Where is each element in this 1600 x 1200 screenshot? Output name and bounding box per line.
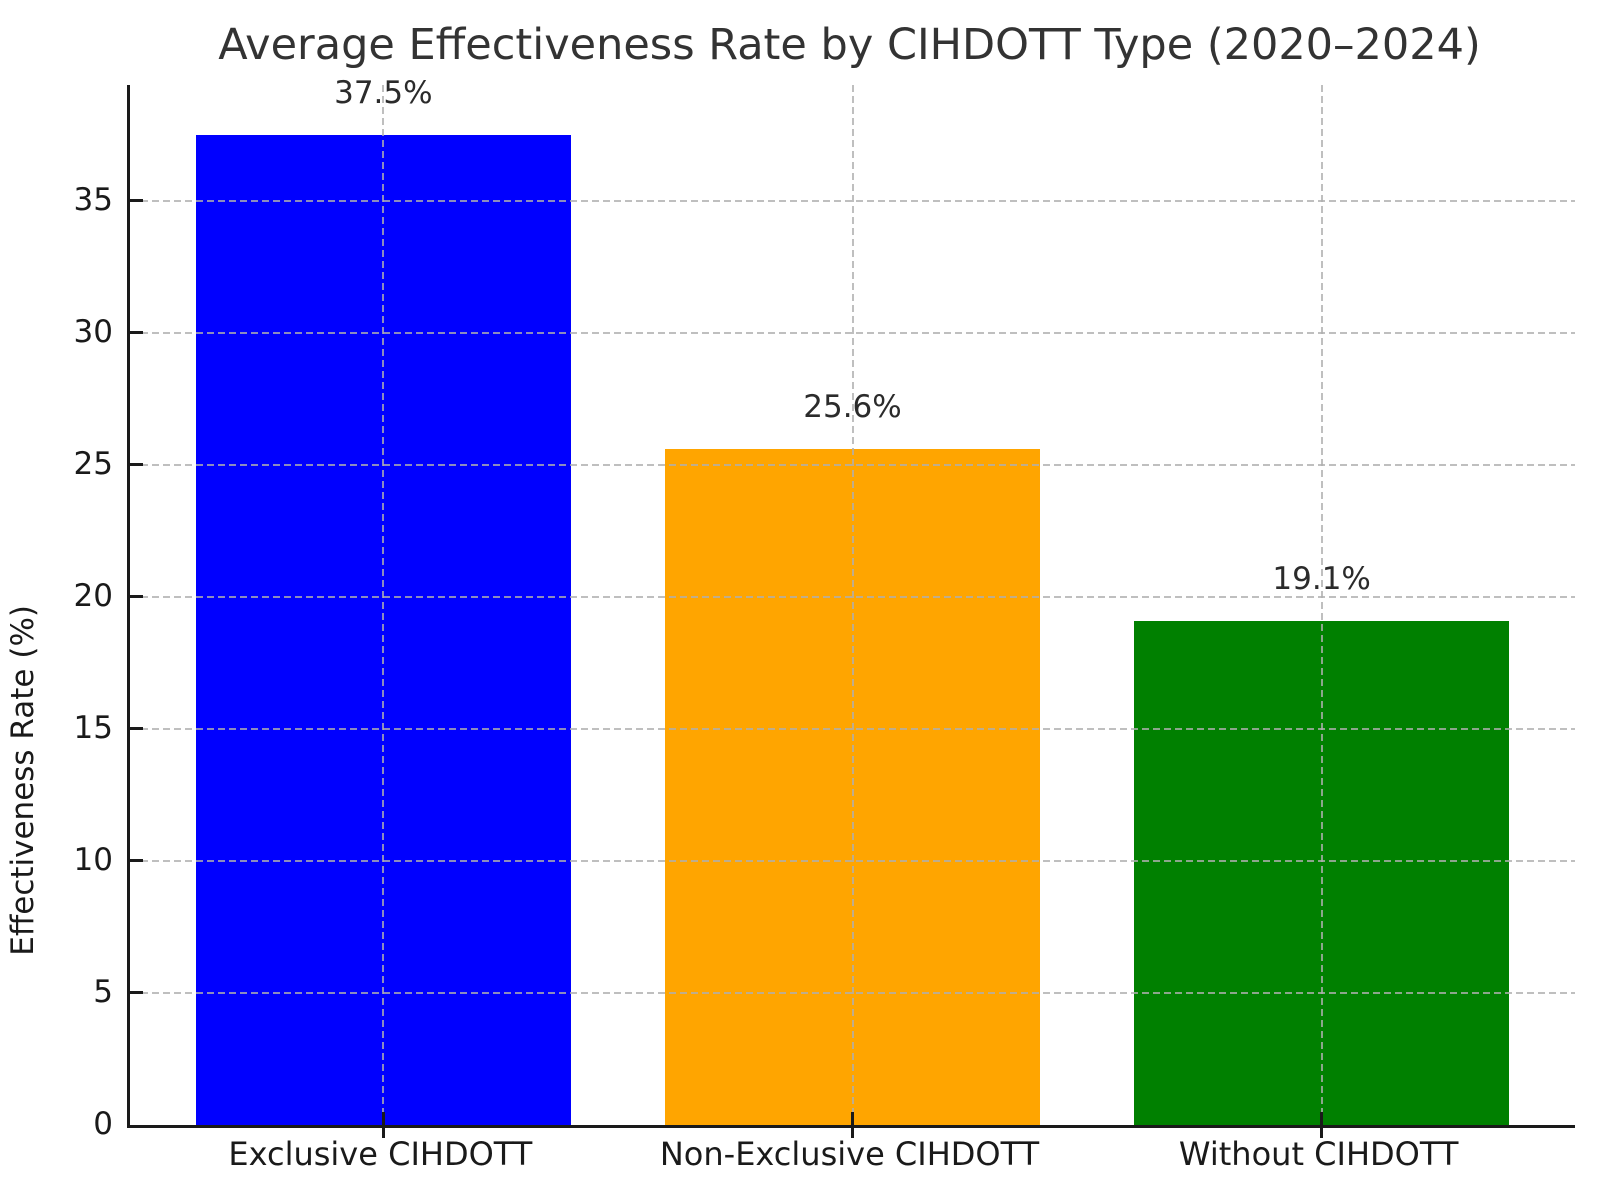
y-tick-label: 15 — [73, 709, 113, 746]
y-tick-mark — [130, 199, 143, 203]
x-tick-labels: Exclusive CIHDOTT Non-Exclusive CIHDOTT Wi… — [127, 1136, 1572, 1186]
x-tick-label: Non-Exclusive CIHDOTT — [659, 1135, 1040, 1173]
gridline-horizontal — [130, 595, 1575, 598]
gridline-vertical — [1320, 85, 1323, 1125]
y-tick-label: 20 — [73, 577, 113, 614]
plot-area: 37.5% 25.6% 19.1% — [127, 75, 1575, 1138]
bar-value-label: 37.5% — [334, 74, 433, 111]
x-tick-mark — [851, 1112, 854, 1138]
bar-value-label: 19.1% — [1272, 560, 1371, 597]
gridline-horizontal — [130, 859, 1575, 862]
chart-title: Average Effectiveness Rate by CIHDOTT Ty… — [218, 20, 1481, 70]
bar-value-label: 25.6% — [803, 388, 902, 425]
y-tick-labels: 0 5 10 15 20 25 30 35 — [0, 85, 113, 1139]
gridline-horizontal — [130, 463, 1575, 466]
y-tick-label: 35 — [73, 181, 113, 218]
y-tick-mark — [130, 595, 143, 599]
y-tick-mark — [130, 727, 143, 731]
y-tick-label: 5 — [93, 973, 113, 1010]
y-tick-label: 0 — [93, 1105, 113, 1142]
gridline-vertical — [851, 85, 854, 1125]
x-tick-label: Without CIHDOTT — [1178, 1135, 1459, 1173]
x-tick-mark — [1320, 1112, 1324, 1138]
y-tick-mark — [130, 991, 143, 995]
y-tick-mark — [130, 859, 143, 863]
gridline-horizontal — [130, 991, 1575, 994]
gridline-horizontal — [130, 199, 1575, 202]
gridline-horizontal — [130, 727, 1575, 730]
x-tick-mark — [381, 1112, 385, 1138]
gridline-horizontal — [130, 331, 1575, 334]
y-tick-label: 25 — [73, 445, 113, 482]
y-tick-mark — [130, 463, 143, 467]
y-tick-label: 10 — [73, 841, 113, 878]
y-tick-label: 30 — [73, 313, 113, 350]
gridline-vertical — [382, 85, 385, 1125]
x-tick-label: Exclusive CIHDOTT — [228, 1135, 533, 1173]
y-tick-mark — [130, 331, 143, 335]
